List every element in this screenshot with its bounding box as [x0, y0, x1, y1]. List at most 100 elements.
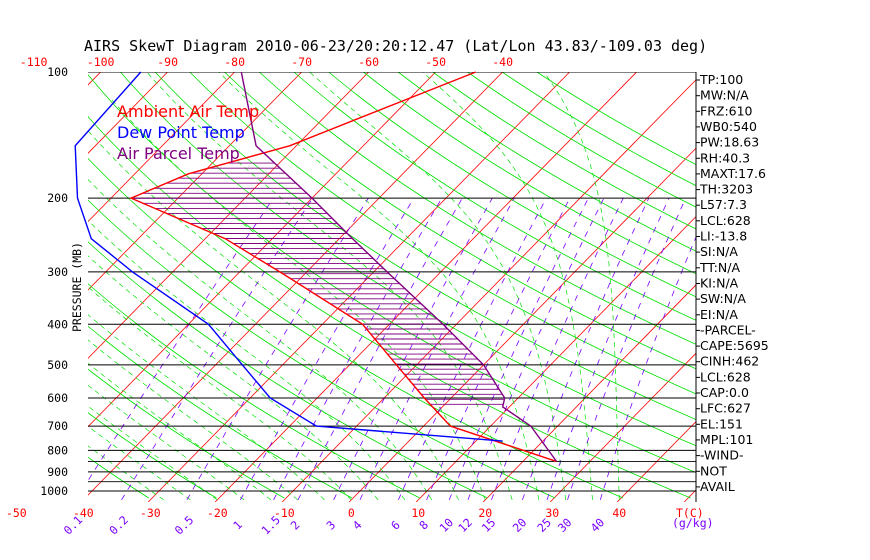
isotherm-line: [281, 79, 696, 502]
top-temp-tick-label: -80: [224, 55, 245, 69]
dry-adiabat-line: [88, 412, 217, 499]
bottom-temp-tick-label: 20: [478, 506, 492, 520]
mixing-ratio-tick-label: 2: [288, 518, 303, 533]
dry-adiabat-line: [293, 72, 696, 321]
index-label: EL:151: [700, 416, 743, 431]
moist-adiabat-line: [88, 255, 379, 501]
mixing-ratio-tick-label: 10: [436, 515, 456, 535]
index-label: LFC:627: [700, 401, 751, 416]
dry-adiabat-line: [363, 72, 696, 275]
mixing-ratio-tick-label: 0.5: [172, 513, 197, 538]
mixing-ratio-line: [297, 197, 463, 501]
dry-adiabat-line: [0, 72, 13, 498]
top-temp-tick-label: -50: [425, 55, 446, 69]
index-label: CINH:462: [700, 354, 759, 369]
moist-adiabat-line: [543, 72, 620, 500]
bottom-temp-tick-label: -30: [140, 506, 161, 520]
top-temp-tick-label: -100: [87, 55, 115, 69]
mixing-ratio-line: [88, 197, 274, 482]
legend-entry: Air Parcel Temp: [117, 144, 240, 163]
dry-adiabat-line: [432, 72, 696, 230]
dry-adiabat-line: [224, 72, 696, 370]
isotherm-line: [88, 72, 101, 86]
pressure-tick-label: 500: [47, 358, 68, 372]
legend: Ambient Air Temp Dew Point Temp Air Parcel…: [117, 102, 259, 163]
dry-adiabat-line: [154, 72, 696, 420]
moist-adiabat-line: [88, 179, 433, 501]
mixing-ratio-line: [426, 197, 571, 501]
pressure-tick-label: 1000: [40, 484, 68, 498]
moist-adiabat-line: [88, 425, 191, 501]
dry-adiabat-line: [0, 72, 81, 498]
isotherm-line: [549, 352, 696, 502]
pressure-tick-label: 600: [47, 391, 68, 405]
mixing-ratio-tick-label: 0.2: [106, 513, 131, 538]
dry-adiabat-line: [536, 72, 696, 166]
mixing-ratio-line: [491, 197, 624, 501]
moist-adiabat-line: [88, 286, 352, 501]
mixing-ratio-unit: (g/kg): [672, 516, 714, 530]
dry-adiabat-line: [88, 199, 556, 499]
pressure-tick-label: 200: [47, 191, 68, 205]
top-temp-tick-label: -60: [358, 55, 379, 69]
mixing-ratio-tick-label: 6: [388, 518, 403, 533]
mixing-ratio-line: [359, 197, 515, 501]
index-label: LCL:628: [700, 213, 751, 228]
index-label: KI:N/A: [700, 276, 739, 291]
isotherm-line: [214, 72, 637, 502]
dry-adiabat-line: [328, 72, 696, 298]
index-label: CAP:0.0: [700, 385, 749, 400]
moist-adiabat-line: [88, 405, 218, 501]
bottom-temp-tick-label: 30: [545, 506, 559, 520]
top-temp-tick-label: -90: [157, 55, 178, 69]
index-label: TT:N/A: [699, 260, 740, 275]
index-label: SI:N/A: [700, 244, 738, 259]
mixing-ratio-line: [398, 197, 547, 501]
index-label: LI:-13.8: [700, 229, 747, 244]
moist-adiabat-line: [88, 220, 406, 501]
dry-adiabat-line: [120, 72, 696, 447]
isotherm-line: [348, 147, 696, 502]
isotherm-line: [616, 421, 696, 502]
index-label: SW:N/A: [700, 291, 746, 306]
isotherm-line: [147, 72, 570, 502]
index-label: FRZ:610: [700, 103, 753, 118]
moist-adiabat-line: [146, 72, 513, 500]
dry-adiabat-line: [189, 72, 696, 395]
moist-adiabat-line: [88, 339, 298, 501]
mixing-ratio-line: [448, 197, 589, 501]
index-label: MW:N/A: [700, 88, 749, 103]
bottom-temp-tick-label: 0: [348, 506, 355, 520]
pressure-tick-label: 800: [47, 443, 68, 457]
dry-adiabat-line: [88, 241, 488, 499]
mixing-ratio-line: [273, 197, 443, 501]
index-label: MPL:101: [700, 432, 753, 447]
pressure-tick-label: 300: [47, 265, 68, 279]
moist-adiabat-line: [218, 72, 540, 500]
index-label: PW:18.63: [700, 135, 759, 150]
bottom-temp-tick-label: -20: [207, 506, 228, 520]
isotherm-line: [88, 72, 235, 223]
index-label: TP:100: [699, 72, 743, 87]
pressure-tick-label: 100: [47, 65, 68, 79]
dry-adiabat-line: [88, 157, 624, 499]
pressure-tick-label: 900: [47, 465, 68, 479]
legend-entry: Ambient Air Temp: [117, 102, 259, 121]
temp-axis-unit: T(C): [676, 506, 704, 520]
index-label: CAPE:5695: [700, 338, 769, 353]
mixing-ratio-tick-label: 12: [455, 515, 475, 535]
index-label: -PARCEL-: [700, 322, 756, 337]
mixing-ratio-tick-label: 4: [350, 518, 365, 533]
dry-adiabat-line: [88, 368, 285, 499]
dry-adiabat-line: [88, 283, 420, 499]
stability-indices: TP:100MW:N/AFRZ:610WB0:540PW:18.63RH:40.…: [696, 72, 769, 494]
moist-adiabat-line: [88, 362, 272, 501]
bottom-temp-tick-label: -40: [73, 506, 94, 520]
y-axis-label: PRESSURE (MB): [70, 242, 84, 332]
axis-labels: 1002003004005006007008009001000-120-110-…: [6, 55, 626, 538]
moist-adiabat-line: [88, 314, 325, 501]
bottom-temp-tick-label: 40: [612, 506, 626, 520]
moist-adiabat-line: [422, 72, 593, 500]
cape-hatch: [131, 162, 505, 405]
